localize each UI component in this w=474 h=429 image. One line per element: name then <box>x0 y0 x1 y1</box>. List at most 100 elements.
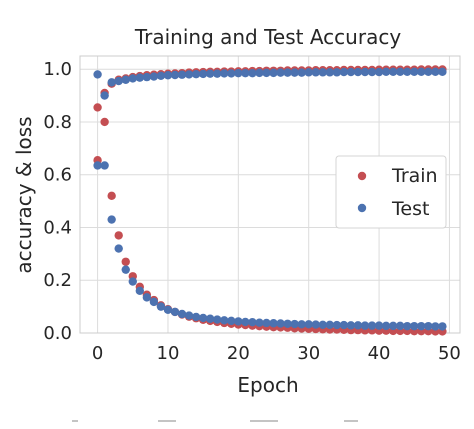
test-accuracy-point <box>417 67 426 77</box>
y-tick-label: 0.0 <box>43 323 72 344</box>
test-loss-point <box>417 321 426 331</box>
test-accuracy-point <box>290 68 299 77</box>
test-accuracy-point <box>374 67 384 77</box>
x-tick-label: 20 <box>227 343 250 364</box>
test-loss-point <box>121 265 130 274</box>
test-loss-point <box>135 286 145 295</box>
test-loss-point <box>142 293 152 302</box>
cropped-caption-fragment <box>158 420 176 422</box>
test-loss-point <box>269 319 278 328</box>
test-loss-point <box>114 244 123 253</box>
test-loss-point <box>290 319 299 329</box>
test-accuracy-point <box>339 67 349 77</box>
test-loss-point <box>156 302 166 311</box>
test-accuracy-point <box>170 70 180 80</box>
data-points <box>93 65 447 336</box>
test-accuracy-point <box>255 68 264 78</box>
test-accuracy-point <box>213 69 222 78</box>
test-loss-point <box>128 277 137 286</box>
test-loss-point <box>431 322 440 331</box>
test-loss-point <box>367 321 377 330</box>
test-loss-point <box>353 321 363 330</box>
test-accuracy-point <box>346 67 356 77</box>
test-loss-point <box>388 321 398 331</box>
test-accuracy-point <box>311 68 320 77</box>
test-accuracy-point <box>276 68 285 77</box>
test-accuracy-point <box>107 78 116 87</box>
test-accuracy-point <box>198 69 208 79</box>
test-accuracy-point <box>248 68 257 78</box>
test-loss-point <box>248 317 257 327</box>
test-loss-point <box>184 311 194 320</box>
test-loss-point <box>241 317 250 327</box>
test-loss-point <box>198 313 208 323</box>
test-loss-point <box>93 161 102 170</box>
test-accuracy-point <box>395 67 405 77</box>
test-accuracy-point <box>381 67 391 77</box>
train-loss-point <box>100 117 109 127</box>
y-tick-label: 0.6 <box>43 165 72 186</box>
test-accuracy-point <box>227 69 236 78</box>
test-accuracy-point <box>325 68 335 77</box>
test-loss-point <box>346 321 356 330</box>
test-loss-point <box>381 321 391 331</box>
test-accuracy-point <box>220 69 229 78</box>
tick-labels: 0 10 20 30 40 50 0.0 0.2 0.4 0.6 0.8 1.0 <box>43 59 461 364</box>
test-loss-point <box>213 315 222 324</box>
test-loss-point <box>107 215 116 224</box>
test-accuracy-point <box>128 74 137 83</box>
test-loss-point <box>283 319 292 328</box>
x-tick-label: 50 <box>438 343 461 364</box>
test-accuracy-point <box>438 67 447 77</box>
legend-marker-train <box>357 171 367 181</box>
test-accuracy-point <box>269 68 278 78</box>
test-accuracy-point <box>135 73 145 82</box>
y-axis-label: accuracy & loss <box>12 116 36 273</box>
x-tick-label: 40 <box>368 343 391 364</box>
test-accuracy-point <box>297 68 306 77</box>
test-loss-point <box>403 321 412 331</box>
test-loss-point <box>424 321 433 331</box>
plot-frame <box>79 55 461 334</box>
legend-marker-test <box>357 203 367 213</box>
test-accuracy-point <box>360 67 370 77</box>
test-accuracy-point <box>163 71 173 80</box>
test-accuracy-point <box>142 72 152 82</box>
test-loss-point <box>220 316 229 325</box>
test-accuracy-point <box>353 67 363 77</box>
cropped-caption-fragment <box>344 420 358 422</box>
test-loss-point <box>276 319 285 328</box>
test-loss-point <box>177 309 187 319</box>
test-accuracy-point <box>332 68 342 77</box>
cropped-caption-fragment <box>250 420 278 422</box>
test-accuracy-point <box>100 91 109 100</box>
test-loss-point <box>311 320 320 329</box>
test-loss-point <box>191 312 201 322</box>
test-loss-point <box>227 316 236 326</box>
test-loss-point <box>304 320 313 329</box>
test-accuracy-point <box>191 70 201 79</box>
x-tick-label: 0 <box>92 343 103 364</box>
train-accuracy-point <box>93 103 102 112</box>
chart-title: Training and Test Accuracy <box>134 25 401 49</box>
test-loss-point <box>325 320 335 330</box>
test-accuracy-point <box>177 70 187 79</box>
test-accuracy-point <box>403 67 412 77</box>
legend-label-test: Test <box>391 198 429 220</box>
test-loss-point <box>332 320 342 330</box>
test-loss-point <box>262 318 271 328</box>
test-loss-point <box>163 305 173 314</box>
test-loss-point <box>410 321 419 331</box>
x-tick-label: 10 <box>157 343 180 364</box>
test-accuracy-point <box>205 69 215 78</box>
test-loss-point <box>255 318 264 327</box>
test-accuracy-point <box>388 67 398 77</box>
test-accuracy-point <box>184 70 194 79</box>
test-accuracy-point <box>241 68 250 78</box>
test-accuracy-point <box>93 70 102 79</box>
test-accuracy-point <box>121 75 130 84</box>
y-tick-label: 0.2 <box>43 270 72 291</box>
y-tick-label: 0.4 <box>43 217 72 238</box>
y-tick-label: 1.0 <box>43 59 72 80</box>
test-loss-point <box>205 314 215 323</box>
